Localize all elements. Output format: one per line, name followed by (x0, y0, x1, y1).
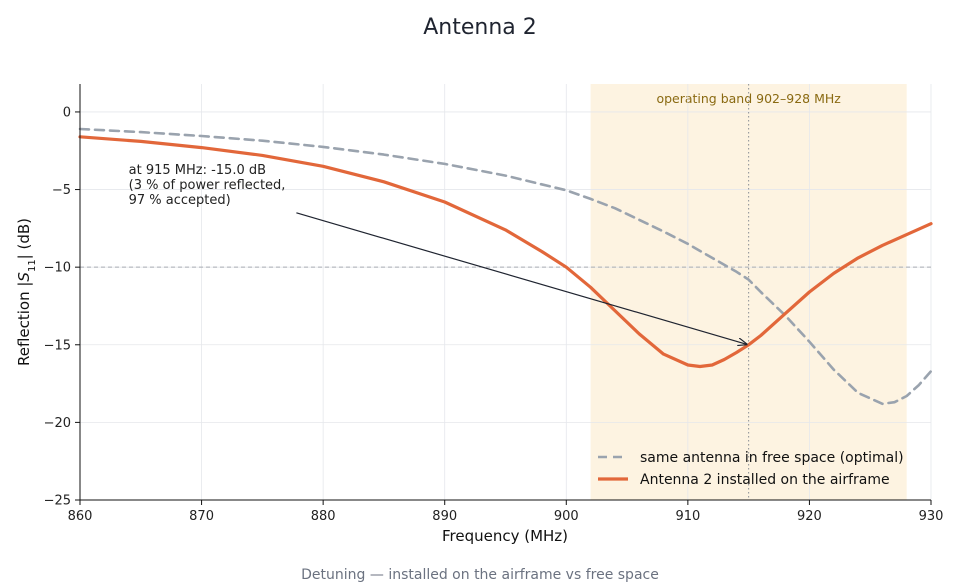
x-tick-label: 880 (311, 509, 336, 524)
legend-label-installed: Antenna 2 installed on the airframe (640, 472, 890, 488)
y-tick-label: −15 (44, 338, 71, 353)
series-installed-line (78, 135, 933, 369)
annotation-text-line: at 915 MHz: -15.0 dB (129, 163, 266, 178)
chart-title: Antenna 2 (423, 15, 537, 40)
y-tick-label: 0 (63, 105, 71, 120)
y-axis-label: Reflection |S11| (dB) (15, 218, 38, 366)
x-tick-label: 860 (68, 509, 93, 524)
x-tick-label: 930 (919, 509, 944, 524)
y-tick-label: −5 (52, 183, 71, 198)
x-tick-label: 920 (797, 509, 822, 524)
chart-caption: Detuning — installed on the airframe vs … (301, 567, 659, 583)
x-tick-label: 910 (675, 509, 700, 524)
annotation-arrow (296, 212, 746, 344)
annotation-text-line: (3 % of power reflected, (129, 178, 286, 193)
y-tick-label: −10 (44, 261, 71, 276)
operating-band-label: operating band 902–928 MHz (656, 91, 841, 106)
y-tick-label: −25 (44, 494, 71, 509)
annotation-text-line: 97 % accepted) (129, 193, 231, 208)
series-free-space-line (78, 127, 933, 406)
legend-label-free-space: same antenna in free space (optimal) (640, 450, 904, 466)
legend: same antenna in free space (optimal) Ante… (598, 450, 904, 488)
x-tick-label: 900 (554, 509, 579, 524)
x-tick-label: 870 (189, 509, 214, 524)
x-axis-label: Frequency (MHz) (442, 527, 568, 545)
y-tick-label: −20 (44, 416, 71, 431)
x-tick-label: 890 (432, 509, 457, 524)
